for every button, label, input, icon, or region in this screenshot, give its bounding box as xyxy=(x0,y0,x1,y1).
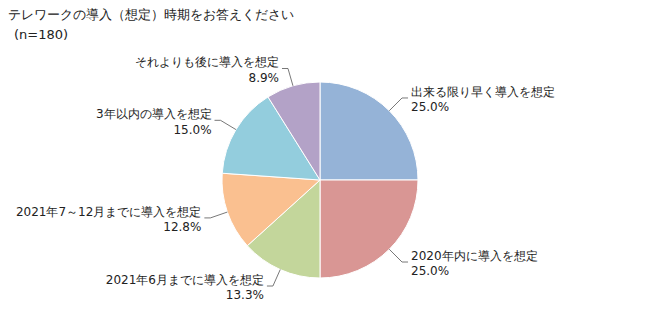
html-text:テレワークの導入（想定）時期をお答えください: テレワークの導入（想定）時期をお答えください xyxy=(8,7,294,22)
svg-text:2021年6月までに導入を想定13.3%: 2021年6月までに導入を想定13.3% xyxy=(106,273,264,303)
svg-text:3年以内の導入を想定15.0%: 3年以内の導入を想定15.0% xyxy=(96,107,212,137)
svg-text:2021年7～12月までに導入を想定12.8%: 2021年7～12月までに導入を想定12.8% xyxy=(16,205,201,235)
html-text:(n=180): (n=180) xyxy=(14,27,69,42)
svg-text:2020年内に導入を想定25.0%: 2020年内に導入を想定25.0% xyxy=(411,249,538,279)
svg-text:出来る限り早く導入を想定25.0%: 出来る限り早く導入を想定25.0% xyxy=(411,85,555,115)
svg-text:それよりも後に導入を想定8.9%: それよりも後に導入を想定8.9% xyxy=(135,55,279,85)
